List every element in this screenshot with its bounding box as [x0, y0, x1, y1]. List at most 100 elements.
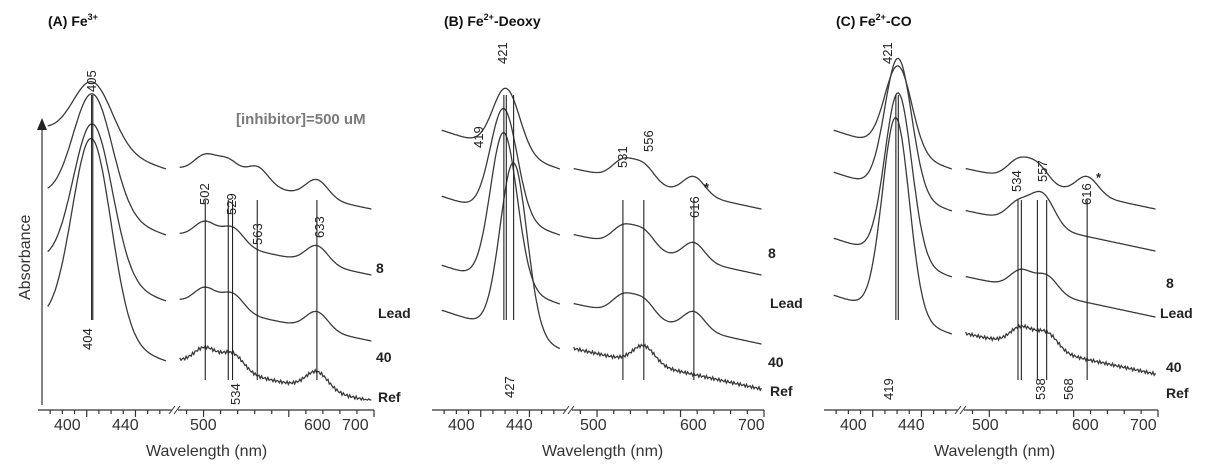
trace-left-Lead: [833, 57, 953, 212]
trace-left-Lead: [47, 93, 167, 236]
trace-right-Ref: [573, 343, 763, 392]
panel-c-peak-538: 538: [1033, 378, 1048, 400]
panel-b-tick-700: 700: [738, 417, 765, 434]
trace-left-40: [441, 131, 561, 305]
trace-right-Ref: [179, 344, 372, 402]
trace-right-Ref: [965, 323, 1157, 377]
trace-right-8: [965, 156, 1156, 210]
panel-c-series-8: 8: [1166, 275, 1174, 291]
panel-a-tick-440: 440: [112, 417, 139, 434]
trace-left-Ref: [441, 162, 561, 350]
panel-a-peak-563: 563: [250, 223, 265, 245]
panel-b-peak-419: 419: [471, 126, 486, 148]
panel-b-peak-labels: 421 419 531 556 616 * 427: [471, 42, 710, 398]
panel-a-tick-700: 700: [342, 417, 369, 434]
panel-c-tick-440: 440: [898, 417, 925, 434]
panel-a-peak-lines: [91, 95, 318, 380]
panel-b: 400 440 500 600 700 Wavelength (nm) 421 …: [432, 42, 803, 460]
trace-right-Lead: [573, 223, 762, 276]
panel-b-x-axis: 400 440 500 600 700 Wavelength (nm): [432, 405, 765, 460]
panel-a-peak-labels: 405 502 529 563 633 404 534: [80, 70, 327, 405]
y-axis-arrow-icon: [37, 118, 47, 130]
panel-b-title: (B) Fe2+-Deoxy: [444, 12, 541, 29]
panel-c-series-labels: 8 Lead 40 Ref: [1160, 275, 1193, 401]
panel-b-tick-500: 500: [580, 417, 607, 434]
panel-a-series-lead: Lead: [378, 305, 411, 321]
panel-a-tick-600: 600: [304, 417, 331, 434]
trace-right-8: [179, 153, 372, 210]
panel-a-title: (A) Fe3+: [48, 12, 98, 29]
panel-a: 400 440 500 600 700 Wavelength (nm) 405 …: [38, 70, 411, 460]
panel-a-peak-633: 633: [312, 216, 327, 238]
panel-c-title: (C) Fe2+-CO: [836, 12, 912, 29]
trace-right-40: [965, 268, 1156, 318]
trace-left-Lead: [441, 107, 561, 236]
panel-a-x-label: Wavelength (nm): [146, 443, 267, 460]
trace-right-Lead: [965, 190, 1156, 252]
panel-a-tick-400: 400: [54, 417, 81, 434]
panel-b-peak-616: 616: [687, 196, 702, 218]
panel-b-traces: [441, 87, 763, 392]
y-axis: Absorbance: [17, 118, 47, 405]
panel-c-series-40: 40: [1166, 359, 1182, 375]
panel-b-series-ref: Ref: [770, 383, 793, 399]
panel-c-peak-421: 421: [880, 42, 895, 64]
panel-c-peak-labels: 421 534 557 616 * 419 538 568: [880, 42, 1102, 400]
panel-b-peak-531: 531: [615, 146, 630, 168]
panel-a-series-ref: Ref: [378, 389, 401, 405]
panel-c-tick-400: 400: [840, 417, 867, 434]
panel-c-traces: [833, 57, 1157, 377]
panel-c-peak-557: 557: [1035, 160, 1050, 182]
axis-break-icon: [562, 405, 575, 415]
panel-b-peak-421: 421: [495, 42, 510, 64]
panel-c-tick-700: 700: [1130, 417, 1157, 434]
panel-b-tick-400: 400: [448, 417, 475, 434]
trace-right-40: [179, 286, 372, 342]
panel-b-tick-440: 440: [506, 417, 533, 434]
trace-left-8: [47, 81, 167, 170]
panel-a-annotation: [inhibitor]=500 uM: [236, 111, 366, 128]
y-axis-label: Absorbance: [17, 215, 34, 300]
panel-c-tick-500: 500: [972, 417, 999, 434]
panel-a-tick-500: 500: [190, 417, 217, 434]
trace-left-40: [833, 92, 953, 278]
panel-b-series-labels: 8 Lead 40 Ref: [768, 245, 803, 399]
trace-left-40: [47, 123, 167, 302]
panel-a-series-labels: 8 Lead 40 Ref: [376, 260, 411, 405]
trace-right-40: [573, 292, 762, 345]
panel-a-peak-502: 502: [197, 183, 212, 205]
panel-b-x-label: Wavelength (nm): [542, 443, 663, 460]
panel-c-x-label: Wavelength (nm): [934, 443, 1055, 460]
panel-c-peak-lines: [895, 95, 1088, 380]
trace-left-Ref: [833, 116, 953, 335]
panel-c-x-axis: 400 440 500 600 700 Wavelength (nm): [824, 405, 1159, 460]
panel-c-tick-600: 600: [1072, 417, 1099, 434]
panel-a-peak-404: 404: [80, 328, 95, 350]
trace-left-Ref: [47, 137, 167, 362]
panel-c-peak-616: 616: [1079, 183, 1094, 205]
panel-a-peak-529: 529: [224, 193, 239, 215]
panel-b-series-lead: Lead: [770, 295, 803, 311]
panel-b-tick-600: 600: [680, 417, 707, 434]
axis-break-icon: [168, 405, 181, 415]
panel-c-series-lead: Lead: [1160, 305, 1193, 321]
panel-a-traces: [47, 81, 372, 402]
panel-b-series-8: 8: [768, 245, 776, 261]
trace-right-Lead: [179, 220, 372, 276]
panel-c-peak-534: 534: [1009, 170, 1024, 192]
panel-a-x-axis: 400 440 500 600 700 Wavelength (nm): [38, 405, 375, 460]
panel-c-peak-568: 568: [1061, 378, 1076, 400]
panel-c: 400 440 500 600 700 Wavelength (nm) 421 …: [824, 42, 1193, 460]
panel-c-series-ref: Ref: [1166, 385, 1189, 401]
panel-b-series-40: 40: [768, 354, 784, 370]
panel-a-series-8: 8: [376, 260, 384, 276]
panel-b-peak-lines: [503, 95, 695, 380]
trace-left-8: [833, 65, 953, 170]
panel-c-star-marker: *: [1096, 170, 1102, 185]
panel-a-peak-405: 405: [84, 70, 99, 92]
trace-left-8: [441, 87, 561, 170]
panel-a-peak-534: 534: [228, 383, 243, 405]
panel-a-series-40: 40: [376, 349, 392, 365]
panel-b-peak-427: 427: [502, 376, 517, 398]
